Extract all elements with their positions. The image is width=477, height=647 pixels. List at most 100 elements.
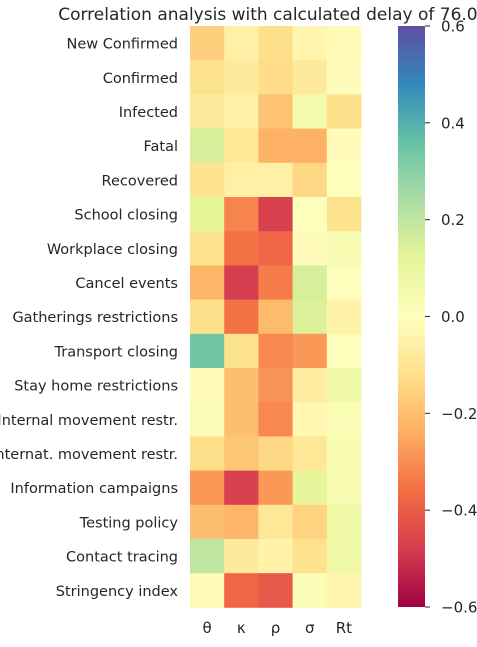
heatmap-cell [258,94,293,129]
heatmap-cell [190,470,225,506]
heatmap-cell [258,504,293,540]
heatmap-cell [326,94,362,129]
heatmap-cell [224,402,259,437]
heatmap-cell [190,436,225,471]
heatmap-cell [326,162,362,198]
column-label: σ [305,619,315,637]
row-label: School closing [74,208,178,224]
row-label: Information campaigns [10,481,178,497]
heatmap-cell [190,94,225,129]
heatmap-cell [190,197,225,232]
heatmap-cell [326,368,362,403]
heatmap-cell [292,504,328,540]
colorbar-tick-label: 0.6 [441,18,465,36]
heatmap-cell [224,504,259,540]
heatmap-cell [326,539,362,574]
row-label: Gatherings restrictions [12,310,178,326]
heatmap-cell [326,436,362,471]
heatmap-cell [326,60,362,95]
heatmap-cell [224,368,259,403]
heatmap-cell [258,197,293,232]
heatmap-cell [258,162,293,198]
row-label: Cancel events [75,276,178,292]
column-label: κ [237,619,246,637]
heatmap-cell [224,94,259,129]
heatmap-cell [326,128,362,164]
heatmap-cell [258,26,293,61]
row-label: Stringency index [56,584,179,600]
row-label: Internat. movement restr. [0,447,178,463]
heatmap-cell [258,573,293,608]
heatmap-cell [326,504,362,540]
heatmap-cell [326,470,362,506]
heatmap-cell [224,573,259,608]
heatmap-cell [326,402,362,437]
colorbar-tick-label: 0.2 [441,211,465,229]
heatmap-cell [224,197,259,232]
heatmap-cell [326,231,362,266]
colorbar-tick-label: 0.4 [441,114,465,132]
colorbar [398,26,425,607]
row-label: Fatal [144,139,179,155]
heatmap-cell [292,573,328,608]
heatmap-cell [326,265,362,300]
heatmap-cell [292,197,328,232]
colorbar-gradient [398,26,425,607]
heatmap-cell [190,26,225,61]
heatmap-cell [190,231,225,266]
heatmap-cell [258,60,293,95]
chart-title: Correlation analysis with calculated del… [58,5,477,25]
heatmap-cell [326,26,362,61]
column-label: ρ [271,619,281,637]
heatmap-cell [326,573,362,608]
row-label: New Confirmed [66,37,178,53]
heatmap-cell [190,162,225,198]
heatmap-cell [190,299,225,335]
heatmap-cell [292,436,328,471]
heatmap-cell [190,333,225,369]
heatmap-cell [292,162,328,198]
row-label: Workplace closing [47,242,178,258]
column-labels: θ κ ρ σ Rt [203,619,353,637]
colorbar-ticks: 0.6 0.4 0.2 0.0 −0.2 −0.4 −0.6 [425,18,477,617]
heatmap-cell [292,94,328,129]
heatmap-cell [258,368,293,403]
heatmap-cell [258,333,293,369]
heatmap-cell [224,26,259,61]
heatmap-cell [326,299,362,335]
heatmap-cell [224,265,259,300]
heatmap-cell [326,197,362,232]
heatmap-cell [224,333,259,369]
heatmap-cell [258,231,293,266]
heatmap-cell [224,470,259,506]
heatmap-cell [292,60,328,95]
heatmap-cell [258,470,293,506]
heatmap-cell [224,299,259,335]
row-label: Infected [119,105,178,121]
row-label: Recovered [102,173,178,189]
heatmap-cell [292,128,328,164]
heatmap-cell [190,265,225,300]
heatmap-cell [190,539,225,574]
heatmap-cell [224,539,259,574]
heatmap-cell [292,231,328,266]
heatmap-cell [190,368,225,403]
colorbar-tick-label: −0.6 [441,599,477,617]
heatmap-cell [292,402,328,437]
heatmap-cell [292,265,328,300]
column-label: θ [203,619,212,637]
heatmap-cell [224,231,259,266]
colorbar-tick-label: −0.4 [441,502,477,520]
row-label: Contact tracing [66,550,178,566]
row-label: Transport closing [54,344,179,360]
colorbar-tick-label: 0.0 [441,308,465,326]
row-label: Internal movement restr. [0,413,178,429]
heatmap-cell [326,333,362,369]
heatmap-cell [224,436,259,471]
colorbar-tick-label: −0.2 [441,405,477,423]
heatmap-cell [292,26,328,61]
column-label: Rt [336,619,352,637]
heatmap-cell [292,333,328,369]
